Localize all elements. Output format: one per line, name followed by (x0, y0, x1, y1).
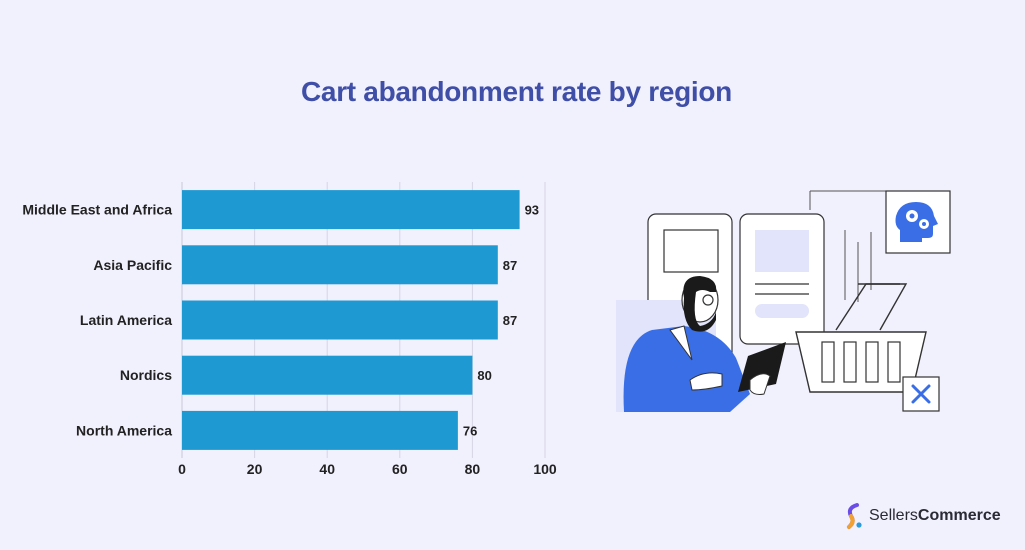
category-label-2: Latin America (80, 312, 172, 328)
brand-name: SellersCommerce (869, 507, 1001, 525)
data-label-0: 93 (525, 203, 539, 218)
brand-name-part2: Commerce (917, 507, 1001, 524)
data-label-1: 87 (503, 258, 517, 273)
bar-2 (182, 300, 498, 340)
category-label-3: Nordics (120, 367, 172, 383)
data-label-3: 80 (477, 368, 491, 383)
category-label-4: North America (76, 422, 172, 438)
bar-4 (182, 410, 458, 450)
bar-chart: Middle East and Africa 93 Asia Pacific 87 La… (22, 182, 557, 477)
brand-name-part1: Sellers (869, 507, 918, 524)
shopping-basket-icon (795, 283, 927, 393)
bar-0 (182, 190, 520, 230)
category-label-0: Middle East and Africa (22, 202, 172, 218)
x-tick-label-20: 20 (247, 461, 263, 477)
category-label-1: Asia Pacific (93, 257, 172, 273)
x-tick-label-100: 100 (533, 461, 557, 477)
ai-head-gear-icon (885, 190, 951, 254)
x-tick-label-80: 80 (465, 461, 481, 477)
close-x-icon (902, 376, 940, 412)
shopper-illustration (616, 190, 951, 412)
sellerscommerce-logo-icon (847, 503, 862, 529)
x-tick-label-0: 0 (178, 461, 186, 477)
bar-3 (182, 355, 473, 395)
bar-1 (182, 245, 498, 285)
tablet-icon (738, 342, 786, 395)
chart-title: Cart abandonment rate by region (301, 76, 732, 107)
brand-logo: SellersCommerce (843, 502, 1001, 530)
x-tick-label-40: 40 (319, 461, 335, 477)
person-icon (616, 276, 750, 412)
x-tick-label-60: 60 (392, 461, 408, 477)
data-label-2: 87 (503, 313, 517, 328)
product-card-right (739, 213, 825, 345)
connector-lines (809, 190, 886, 302)
data-label-4: 76 (463, 423, 477, 438)
